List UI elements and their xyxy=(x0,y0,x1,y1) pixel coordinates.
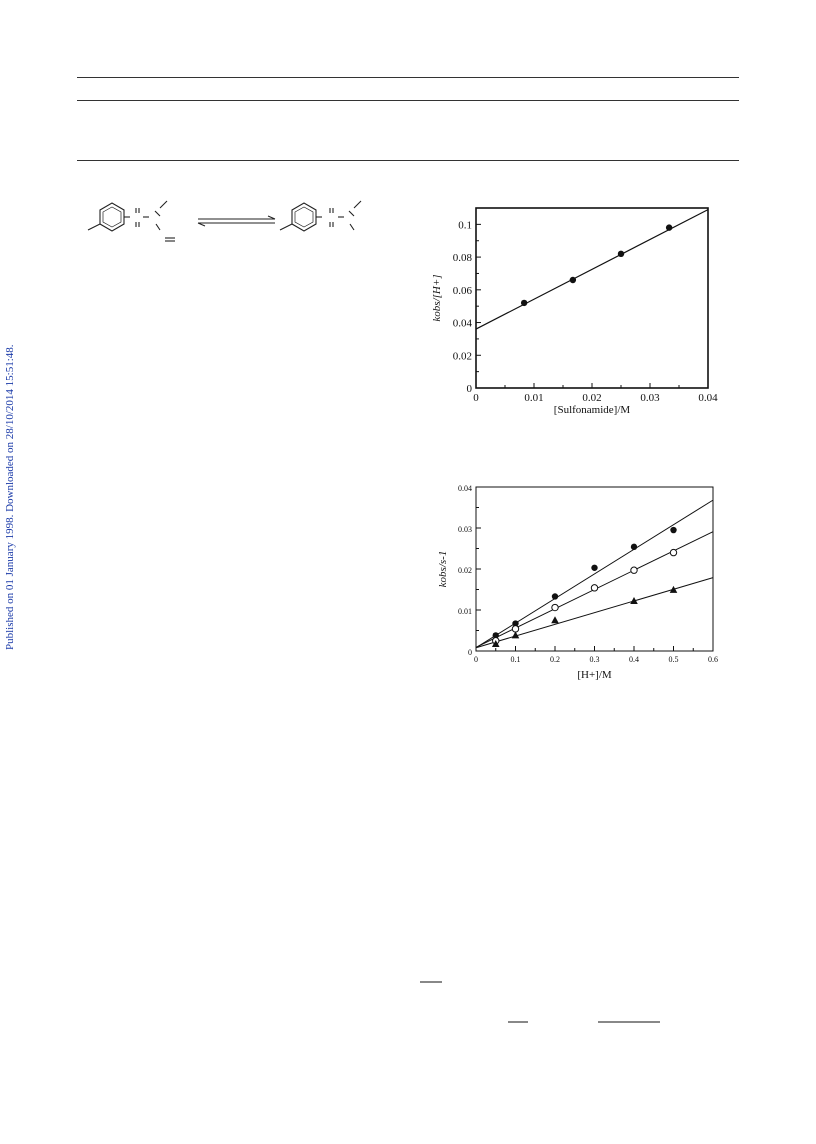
x-tick-label: 0.6 xyxy=(708,655,718,664)
figure-1-chart: 0 0.01 0.02 0.03 0.04 0 0.02 0.04 0.06 0.08 0.1 [Su… xyxy=(431,207,718,416)
data-point xyxy=(551,593,559,600)
data-point xyxy=(591,564,598,571)
fit-line xyxy=(475,499,714,649)
y-axis-label: kobs/[H+] xyxy=(431,274,443,321)
y-tick-label: 0.04 xyxy=(453,318,473,330)
x-tick-label: 0 xyxy=(474,655,478,664)
x-axis-label: [H+]/M xyxy=(577,669,612,681)
x-axis-label: [Sulfonamide]/M xyxy=(554,404,631,416)
data-point xyxy=(669,585,678,593)
y-tick-label: 0.02 xyxy=(453,350,472,362)
header-rule-bottom xyxy=(77,160,739,161)
data-point xyxy=(492,632,499,639)
y-tick-label: 0 xyxy=(468,648,472,657)
data-point xyxy=(551,616,559,624)
data-point xyxy=(511,625,520,633)
reaction-scheme xyxy=(87,200,362,242)
y-tick-label: 0.06 xyxy=(453,285,473,297)
data-point xyxy=(630,543,638,551)
data-point xyxy=(630,566,638,574)
reactant-structure xyxy=(87,200,175,242)
x-tick-label: 0.4 xyxy=(629,655,639,664)
data-point xyxy=(670,526,677,534)
plot-frame xyxy=(475,207,709,389)
header-rule-middle xyxy=(77,100,739,101)
product-structure xyxy=(279,200,362,232)
x-tick-label: 0.03 xyxy=(640,392,660,404)
data-point xyxy=(665,224,673,231)
data-point xyxy=(511,631,520,639)
data-point xyxy=(590,584,599,592)
data-point xyxy=(617,250,625,258)
data-point xyxy=(569,276,577,284)
y-tick-label: 0.04 xyxy=(458,484,472,493)
y-axis-label: kobs/s-1 xyxy=(437,551,449,588)
x-tick-label: 0.3 xyxy=(590,655,600,664)
data-point xyxy=(520,299,528,307)
fit-line xyxy=(475,209,709,330)
equation-fragments xyxy=(420,981,660,1023)
x-tick-label: 0.01 xyxy=(524,392,543,404)
publication-note: Published on 01 January 1998. Downloaded… xyxy=(4,344,16,650)
header-rule-top xyxy=(77,77,739,78)
data-point xyxy=(669,548,678,557)
x-tick-label: 0.1 xyxy=(511,655,521,664)
y-tick-label: 0 xyxy=(467,383,473,395)
data-point xyxy=(512,620,519,627)
equilibrium-arrows xyxy=(197,215,276,227)
y-tick-label: 0.01 xyxy=(458,607,472,616)
x-tick-label: 0.04 xyxy=(698,392,718,404)
y-tick-label: 0.02 xyxy=(458,566,472,575)
data-point xyxy=(491,640,500,648)
y-tick-label: 0.03 xyxy=(458,525,472,534)
x-tick-label: 0 xyxy=(473,392,479,404)
data-point xyxy=(551,603,559,612)
figure-2-chart: 0 0.1 0.2 0.3 0.4 0.5 0.6 0 0.01 0.02 0.03 0.04 [H+]… xyxy=(437,484,718,681)
y-tick-label: 0.08 xyxy=(453,252,473,264)
x-tick-label: 0.5 xyxy=(669,655,679,664)
x-tick-label: 0.2 xyxy=(550,655,560,664)
y-tick-label: 0.1 xyxy=(458,219,472,231)
data-point xyxy=(630,596,638,604)
x-tick-label: 0.02 xyxy=(582,392,601,404)
